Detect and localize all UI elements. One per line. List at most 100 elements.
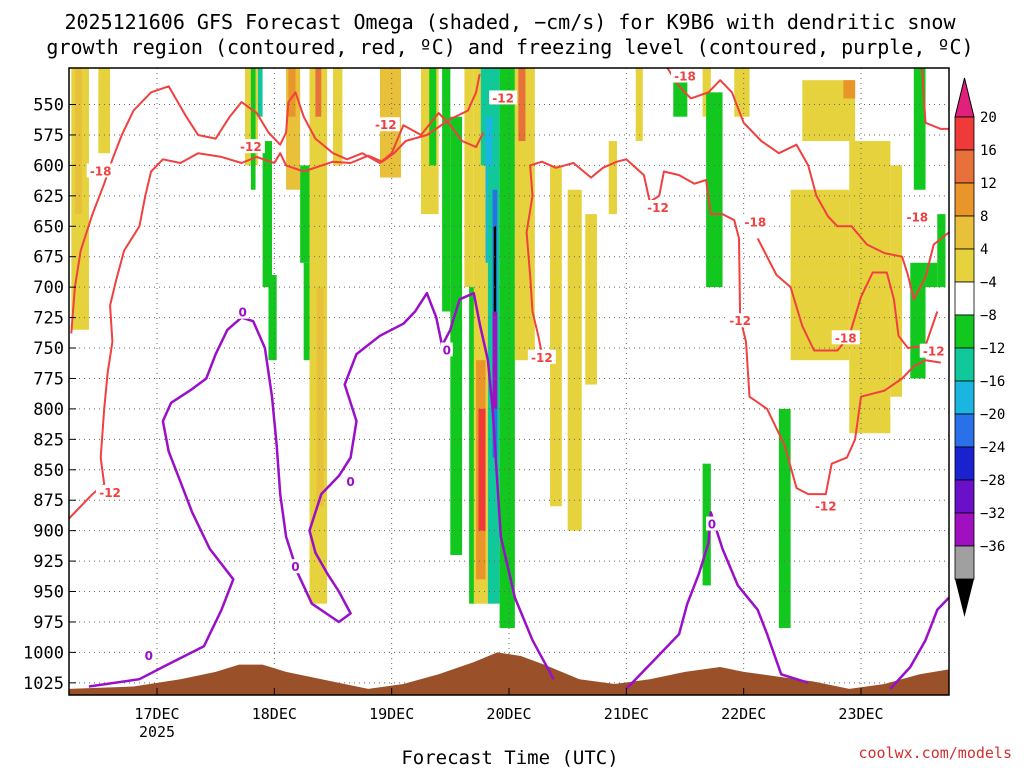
omega-shade-band xyxy=(316,287,324,507)
colorbar-label: 12 xyxy=(980,176,997,192)
contour-labels: -18 -12 -12 -12 -12 -18 -12 -12 -18 -12 -18 -12 -18 -… xyxy=(86,68,948,663)
y-tick-label: 875 xyxy=(33,491,64,511)
colorbar-label: 20 xyxy=(980,110,997,126)
omega-shade-band xyxy=(429,68,437,166)
dgz-contour-label: -18 xyxy=(674,70,696,84)
y-tick-label: 925 xyxy=(33,552,64,572)
omega-shade-band xyxy=(442,68,451,312)
dgz-contour-line xyxy=(666,67,950,301)
omega-shade-band xyxy=(550,165,562,507)
colorbar-swatch xyxy=(954,347,975,382)
omega-shade-band xyxy=(890,165,903,397)
dgz-contour-label: -12 xyxy=(531,351,553,365)
colorbar-label: −20 xyxy=(980,407,1005,423)
freezing-contour-label: 0 xyxy=(708,518,716,532)
colorbar-label: 16 xyxy=(980,143,997,159)
omega-shade-band xyxy=(913,68,926,190)
dgz-contour-label-bg xyxy=(644,200,673,215)
y-tick-label: 800 xyxy=(33,400,64,420)
colorbar-label: −32 xyxy=(980,506,1005,522)
colorbar-swatch xyxy=(954,215,975,250)
dgz-contour-line xyxy=(921,67,949,130)
omega-shade-band xyxy=(492,311,498,409)
omega-shade-band xyxy=(567,189,582,531)
colorbar: 20 16 12 8 4 −4 −8 −12 −16 −20 −24 −28 −32 −36 xyxy=(954,77,1005,617)
colorbar-swatch xyxy=(954,248,975,283)
colorbar-swatch xyxy=(954,413,975,448)
contours xyxy=(68,67,950,690)
y-tick-label: 700 xyxy=(33,278,64,298)
dgz-contour-label-bg xyxy=(671,68,699,83)
omega-shade-band xyxy=(303,262,310,361)
y-tick-label: 675 xyxy=(33,248,64,268)
y-tick-label: 775 xyxy=(33,369,64,389)
dgz-contour-line xyxy=(68,73,481,520)
grid-lines xyxy=(69,68,949,695)
freezing-contour-label-bg xyxy=(705,516,718,531)
credit-text: coolwx.com/models xyxy=(858,744,1012,762)
y-tick-label: 1025 xyxy=(23,674,64,694)
colorbar-label: 8 xyxy=(980,209,988,225)
omega-shade-band xyxy=(98,68,111,154)
colorbar-label: 4 xyxy=(980,242,988,258)
y-axis-pressure: 550 575 600 625 650 675 700 725 750 775 800 825 850 8… xyxy=(23,96,76,694)
dgz-contour-label-bg xyxy=(86,163,115,178)
dgz-contour-label: -12 xyxy=(923,345,945,359)
y-tick-label: 600 xyxy=(33,156,64,176)
omega-shade-band xyxy=(585,214,597,385)
x-axis-label: Forecast Time (UTC) xyxy=(401,747,618,768)
colorbar-label: −8 xyxy=(980,308,997,324)
dgz-contour-line xyxy=(70,85,485,334)
colorbar-swatch xyxy=(954,149,975,184)
omega-shade-band xyxy=(734,68,750,117)
omega-shade-band xyxy=(333,68,343,166)
omega-shade-band xyxy=(257,68,263,117)
omega-shade-band xyxy=(315,68,322,117)
y-tick-label: 1000 xyxy=(23,643,64,663)
colorbar-label: −36 xyxy=(980,539,1005,555)
omega-shade-band xyxy=(499,68,515,629)
freezing-contour-label-bg xyxy=(344,473,357,488)
omega-shade-band xyxy=(608,141,617,215)
colorbar-swatch xyxy=(954,281,975,316)
omega-shading xyxy=(71,68,946,629)
omega-shade-band xyxy=(493,226,497,312)
x-tick-label: 22DEC xyxy=(721,705,766,723)
dgz-contour-label: -18 xyxy=(906,211,928,225)
x-tick-label: 17DEC xyxy=(134,705,179,723)
colorbar-bottom-arrow xyxy=(955,579,974,617)
freezing-contour-label: 0 xyxy=(346,475,354,489)
colorbar-swatch xyxy=(954,446,975,481)
x-tick-label: 20DEC xyxy=(486,705,531,723)
freezing-contour-label: 0 xyxy=(238,306,246,320)
y-tick-label: 550 xyxy=(33,96,64,116)
freezing-level-line xyxy=(889,596,950,690)
y-tick-label: 900 xyxy=(33,522,64,542)
colorbar-swatch xyxy=(954,116,975,151)
dgz-contour-line xyxy=(756,237,939,352)
omega-shade-band xyxy=(478,408,486,531)
y-tick-label: 975 xyxy=(33,613,64,633)
dgz-contour-label: -12 xyxy=(647,201,669,215)
dgz-contour-label: -12 xyxy=(729,314,751,328)
dgz-contour-label: -18 xyxy=(90,164,112,178)
dgz-contour-label: -18 xyxy=(745,216,767,230)
dgz-contour-label-bg xyxy=(831,330,860,345)
colorbar-swatch xyxy=(954,545,975,580)
y-tick-label: 825 xyxy=(33,430,64,450)
dgz-contour-label: -12 xyxy=(815,499,837,513)
dgz-contour-label: -12 xyxy=(375,118,397,132)
omega-shade-band xyxy=(937,214,946,288)
dgz-contour-label-bg xyxy=(236,139,265,154)
colorbar-label: −16 xyxy=(980,374,1005,390)
y-tick-label: 575 xyxy=(33,126,64,146)
omega-shade-band xyxy=(843,80,856,99)
omega-shade-band xyxy=(250,68,256,190)
omega-shade-band xyxy=(706,92,723,288)
dgz-contour-label-bg xyxy=(811,498,840,513)
colorbar-label: −12 xyxy=(980,341,1005,357)
colorbar-top-arrow xyxy=(954,77,975,118)
x-tick-year: 2025 xyxy=(139,723,175,741)
omega-shade-band xyxy=(925,262,938,288)
